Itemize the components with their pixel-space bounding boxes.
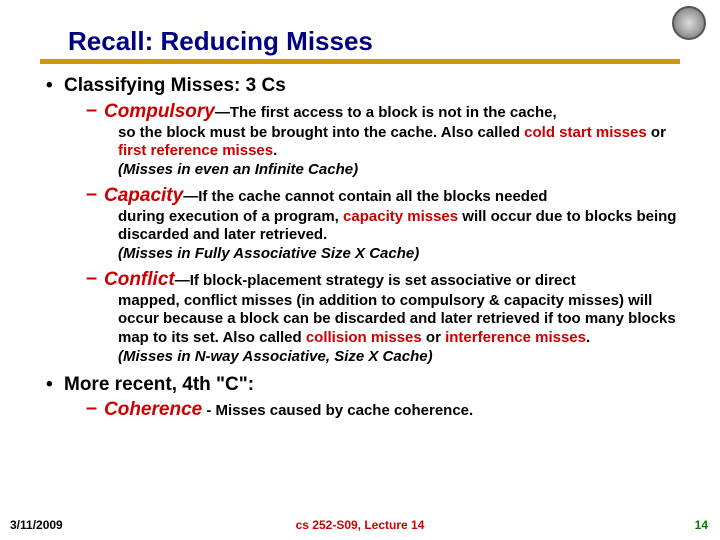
lead-compulsory: —The first access to a block is not in t… [215, 104, 557, 121]
body-conflict: mapped, conflict misses (in addition to … [104, 292, 680, 367]
sub-list-3cs: Compulsory—The first access to a block i… [64, 100, 680, 367]
logo-seal [672, 6, 706, 40]
footer-page: 14 [695, 518, 708, 532]
lead-capacity: —If the cache cannot contain all the blo… [183, 188, 547, 205]
term-compulsory: Compulsory [104, 101, 215, 122]
body-compulsory: so the block must be brought into the ca… [104, 124, 680, 180]
bullet-text: More recent, 4th "C": [64, 374, 254, 395]
term-coherence: Coherence [104, 399, 202, 420]
sub-conflict: Conflict—If block-placement strategy is … [86, 268, 680, 367]
term-capacity: Capacity [104, 185, 183, 206]
note-capacity: (Misses in Fully Associative Size X Cach… [118, 245, 419, 262]
bullet-classifying: Classifying Misses: 3 Cs Compulsory—The … [46, 74, 680, 367]
t: or [647, 124, 666, 141]
lead-conflict: —If block-placement strategy is set asso… [175, 272, 576, 289]
bullet-text: Classifying Misses: 3 Cs [64, 75, 286, 96]
sub-list-4thc: Coherence - Misses caused by cache coher… [64, 398, 680, 422]
t: or [422, 329, 445, 346]
t: during execution of a program, [118, 208, 343, 225]
t: . [273, 142, 277, 159]
red-capacity: capacity misses [343, 208, 458, 225]
note-conflict: (Misses in N-way Associative, Size X Cac… [118, 348, 433, 365]
note-compulsory: (Misses in even an Infinite Cache) [118, 161, 358, 178]
red-cold-start: cold start misses [524, 124, 647, 141]
slide-title: Recall: Reducing Misses [68, 26, 680, 57]
body-capacity: during execution of a program, capacity … [104, 208, 680, 264]
footer-center: cs 252-S09, Lecture 14 [0, 518, 720, 532]
t: . [586, 329, 590, 346]
sub-coherence: Coherence - Misses caused by cache coher… [86, 398, 680, 422]
red-first-ref: first reference misses [118, 142, 273, 159]
title-underline [40, 59, 680, 64]
slide: Recall: Reducing Misses Classifying Miss… [0, 0, 720, 540]
t: so the block must be brought into the ca… [118, 124, 524, 141]
sub-compulsory: Compulsory—The first access to a block i… [86, 100, 680, 180]
red-collision: collision misses [306, 329, 422, 346]
sub-capacity: Capacity—If the cache cannot contain all… [86, 184, 680, 264]
red-interference: interference misses [445, 329, 586, 346]
lead-coherence: - Misses caused by cache coherence. [202, 402, 473, 419]
term-conflict: Conflict [104, 269, 175, 290]
bullet-list: Classifying Misses: 3 Cs Compulsory—The … [40, 74, 680, 422]
bullet-more-recent: More recent, 4th "C": Coherence - Misses… [46, 373, 680, 423]
